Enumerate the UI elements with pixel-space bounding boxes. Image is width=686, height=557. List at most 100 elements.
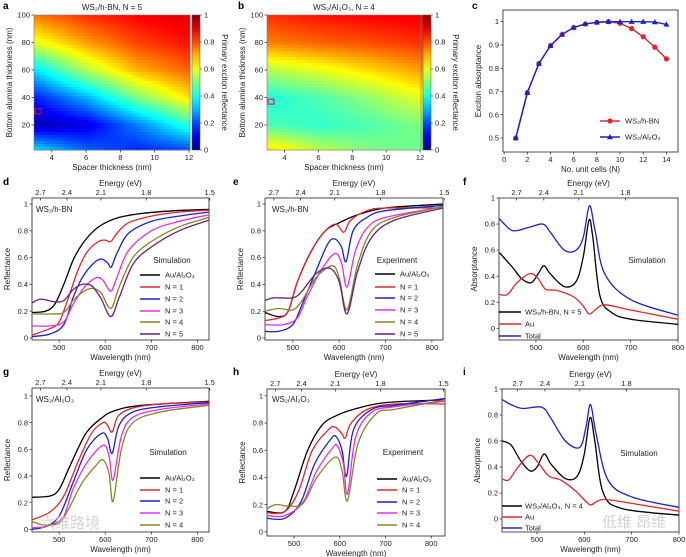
heatmap-cell (169, 39, 173, 43)
heatmap-cell (139, 75, 143, 79)
y-tick-label: 100 (17, 11, 30, 20)
heatmap-cell (396, 135, 400, 139)
heatmap-cell (103, 60, 107, 64)
heatmap-cell (118, 90, 122, 94)
heatmap-cell (348, 33, 352, 37)
heatmap-cell (112, 75, 116, 79)
heatmap-cell (351, 147, 355, 151)
heatmap-cell (109, 24, 113, 28)
heatmap-cell (43, 69, 47, 73)
heatmap-cell (94, 72, 98, 76)
heatmap-cell (282, 27, 286, 31)
heatmap-cell (178, 57, 182, 61)
heatmap-cell (130, 42, 134, 46)
heatmap-cell (336, 93, 340, 97)
heatmap-cell (285, 129, 289, 133)
heatmap-cell (327, 36, 331, 40)
heatmap-cell (324, 87, 328, 91)
heatmap-cell (127, 144, 131, 148)
heatmap-cell (285, 105, 289, 109)
energy-tick-label: 2.1 (96, 188, 106, 197)
heatmap-cell (55, 114, 59, 118)
heatmap-cell (324, 27, 328, 31)
heatmap-cell (118, 45, 122, 49)
heatmap-cell (393, 51, 397, 55)
heatmap-cell (336, 144, 340, 148)
heatmap-cell (360, 21, 364, 25)
heatmap-cell (127, 126, 131, 130)
heatmap-cell (342, 144, 346, 148)
heatmap-cell (375, 120, 379, 124)
heatmap-cell (112, 36, 116, 40)
heatmap-cell (130, 57, 134, 61)
heatmap-cell (100, 99, 104, 103)
heatmap-cell (297, 78, 301, 82)
heatmap-cell (375, 93, 379, 97)
heatmap-cell (390, 78, 394, 82)
heatmap-cell (91, 93, 95, 97)
heatmap-cell (414, 72, 418, 76)
heatmap-cell (148, 108, 152, 112)
heatmap-cell (85, 48, 89, 52)
heatmap-cell (85, 135, 89, 139)
heatmap-cell (46, 147, 50, 151)
heatmap-cell (402, 141, 406, 145)
heatmap-cell (178, 36, 182, 40)
heatmap-cell (342, 66, 346, 70)
heatmap-cell (52, 81, 56, 85)
heatmap-cell (273, 81, 277, 85)
heatmap-cell (330, 72, 334, 76)
heatmap-cell (396, 120, 400, 124)
heatmap-cell (136, 87, 140, 91)
heatmap-cell (154, 27, 158, 31)
heatmap-cell (148, 63, 152, 67)
heatmap-cell (315, 15, 319, 19)
heatmap-cell (369, 39, 373, 43)
heatmap-cell (175, 126, 179, 130)
heatmap-cell (399, 102, 403, 106)
heatmap-cell (136, 72, 140, 76)
heatmap-cell (187, 99, 191, 103)
heatmap-cell (381, 72, 385, 76)
heatmap-cell (372, 27, 376, 31)
heatmap-cell (420, 114, 424, 118)
heatmap-cell (387, 144, 391, 148)
heatmap-cell (402, 138, 406, 142)
heatmap-cell (360, 60, 364, 64)
heatmap-cell (43, 18, 47, 22)
heatmap-cell (375, 90, 379, 94)
heatmap-cell (76, 21, 80, 25)
heatmap-cell (43, 111, 47, 115)
heatmap-cell (411, 84, 415, 88)
legend-label: N = 3 (400, 306, 418, 315)
heatmap-cell (303, 87, 307, 91)
heatmap-cell (85, 54, 89, 58)
heatmap-cell (351, 57, 355, 61)
heatmap-cell (420, 141, 424, 145)
heatmap-cell (142, 81, 146, 85)
heatmap-cell (285, 78, 289, 82)
heatmap-cell (109, 84, 113, 88)
heatmap-cell (103, 126, 107, 130)
heatmap-cell (324, 30, 328, 34)
heatmap-cell (121, 33, 125, 37)
heatmap-cell (91, 72, 95, 76)
heatmap-cell (61, 21, 65, 25)
heatmap-cell (187, 21, 191, 25)
heatmap-cell (297, 102, 301, 106)
heatmap-cell (163, 60, 167, 64)
heatmap-cell (103, 39, 107, 43)
heatmap-cell (387, 24, 391, 28)
heatmap-cell (157, 57, 161, 61)
heatmap-cell (297, 120, 301, 124)
heatmap-cell (139, 24, 143, 28)
heatmap-cell (76, 102, 80, 106)
heatmap-cell (354, 69, 358, 73)
heatmap-cell (34, 99, 38, 103)
heatmap-cell (318, 90, 322, 94)
heatmap-cell (106, 132, 110, 136)
heatmap-cell (67, 15, 71, 19)
heatmap-cell (375, 78, 379, 82)
heatmap-cell (61, 105, 65, 109)
